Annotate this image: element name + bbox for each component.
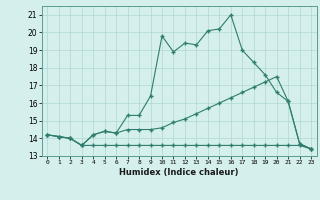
X-axis label: Humidex (Indice chaleur): Humidex (Indice chaleur): [119, 168, 239, 177]
